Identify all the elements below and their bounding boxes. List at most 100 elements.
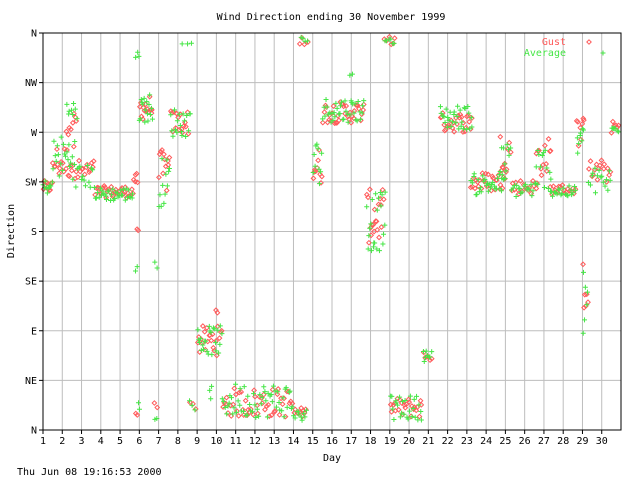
x-tick-label: 20 [403, 436, 415, 447]
average-point [537, 164, 543, 170]
average-point [391, 417, 397, 423]
average-point [357, 109, 363, 115]
gust-point [594, 176, 601, 183]
average-point [280, 395, 286, 401]
gust-point [391, 35, 398, 42]
average-point [79, 176, 85, 182]
average-point [429, 349, 435, 355]
gust-point [463, 113, 470, 120]
average-point [446, 117, 452, 123]
gust-point [216, 335, 223, 342]
gust-point [265, 401, 272, 408]
x-tick-label: 21 [422, 436, 434, 447]
average-point [60, 141, 66, 147]
average-point [305, 38, 311, 44]
gust-series [40, 33, 622, 420]
average-point [427, 354, 433, 360]
gust-point [310, 175, 317, 182]
average-point [188, 40, 194, 46]
average-point [82, 183, 88, 189]
average-point [347, 112, 353, 118]
average-point [80, 173, 86, 179]
average-point [448, 124, 454, 130]
gust-point [408, 413, 414, 420]
gust-point [49, 160, 56, 166]
average-point [409, 414, 415, 420]
average-point [136, 400, 142, 406]
average-point [333, 100, 339, 106]
average-point [541, 184, 547, 190]
gust-point [157, 148, 164, 155]
gust-point [538, 165, 544, 172]
gust-point [254, 410, 261, 417]
gust-point [182, 123, 189, 130]
average-point [382, 189, 388, 195]
average-point [338, 103, 344, 109]
average-point [339, 99, 345, 105]
gust-point [580, 115, 587, 122]
gust-point [467, 184, 474, 191]
legend: Gust Average [524, 37, 606, 59]
gust-point [585, 166, 592, 172]
average-point [378, 203, 384, 209]
average-point [172, 107, 178, 113]
average-point [133, 268, 139, 274]
x-tick-label: 7 [156, 436, 162, 447]
gust-point [559, 182, 566, 189]
average-point [268, 391, 274, 397]
average-point [351, 110, 357, 116]
average-point [347, 72, 353, 78]
y-tick-label: SE [25, 277, 37, 288]
average-point [444, 124, 450, 130]
x-tick-label: 1 [40, 436, 46, 447]
average-point [469, 124, 475, 130]
x-tick-label: 28 [557, 436, 569, 447]
gust-point [173, 110, 180, 117]
gust-point [497, 182, 504, 188]
gust-point [151, 400, 158, 406]
gust-point [184, 109, 191, 116]
average-point [450, 119, 456, 125]
average-point [264, 414, 270, 420]
average-point [464, 126, 470, 132]
average-point [200, 342, 206, 348]
gust-point [530, 178, 536, 184]
x-tick-label: 17 [345, 436, 357, 447]
average-point [320, 116, 326, 122]
average-point [579, 138, 585, 144]
gust-point [590, 172, 597, 178]
gust-point [73, 118, 80, 124]
average-point [152, 259, 158, 265]
average-point [607, 177, 613, 183]
average-point [187, 398, 193, 404]
average-point [466, 110, 472, 116]
x-tick-label: 11 [230, 436, 242, 447]
gust-point [417, 397, 424, 404]
average-point [237, 402, 243, 408]
gust-point [135, 227, 142, 234]
gust-point [460, 129, 466, 135]
average-point [355, 98, 361, 104]
gust-point [615, 122, 622, 129]
average-point [50, 166, 56, 172]
gust-point [581, 291, 588, 298]
average-point [584, 302, 590, 308]
average-point [229, 395, 235, 401]
gust-point [503, 166, 510, 173]
gust-point [550, 183, 557, 190]
average-point [244, 412, 250, 418]
average-point [457, 107, 463, 113]
gust-point [165, 162, 172, 168]
gust-point [543, 168, 550, 174]
average-point [535, 181, 541, 187]
average-point [374, 207, 380, 213]
average-point [445, 115, 451, 121]
average-point [451, 109, 457, 115]
gust-point [134, 412, 141, 418]
average-point [203, 338, 209, 344]
average-point [262, 389, 268, 395]
average-point [49, 179, 55, 185]
average-point [104, 197, 110, 203]
average-point [72, 139, 78, 145]
gust-point [376, 234, 382, 241]
